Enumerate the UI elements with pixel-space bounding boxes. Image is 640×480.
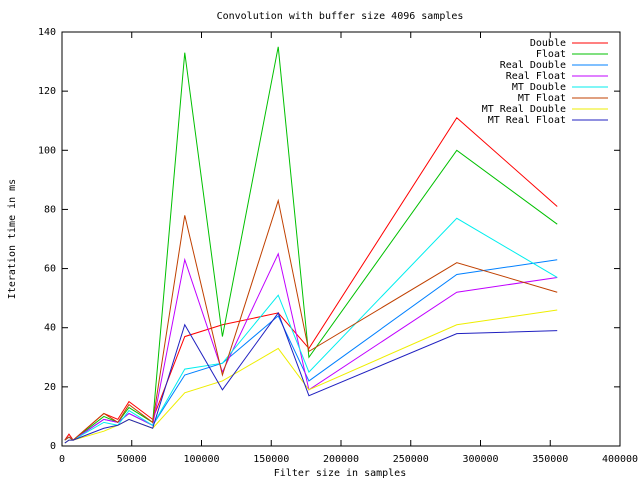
chart-title: Convolution with buffer size 4096 sample…	[217, 11, 464, 22]
y-tick-label: 120	[38, 86, 56, 97]
y-axis-label: Iteration time in ms	[7, 179, 18, 299]
x-tick-label: 50000	[117, 454, 147, 465]
series-line	[64, 217, 558, 441]
y-tick-label: 80	[44, 204, 56, 215]
x-tick-label: 250000	[393, 454, 429, 465]
x-tick-label: 300000	[462, 454, 498, 465]
y-tick-label: 60	[44, 264, 56, 275]
y-tick-label: 40	[44, 323, 56, 334]
x-tick-label: 150000	[253, 454, 289, 465]
legend-label: MT Real Double	[482, 104, 566, 115]
legend-label: Real Double	[500, 60, 566, 71]
legend-label: Double	[530, 38, 566, 49]
x-tick-label: 200000	[323, 454, 359, 465]
y-tick-label: 140	[38, 27, 56, 38]
series-line	[64, 311, 558, 444]
x-tick-label: 0	[59, 454, 65, 465]
x-tick-label: 350000	[532, 454, 568, 465]
x-tick-label: 400000	[602, 454, 638, 465]
legend-label: MT Float	[518, 93, 566, 104]
x-axis-label: Filter size in samples	[274, 468, 406, 479]
legend-label: MT Double	[512, 82, 566, 93]
y-tick-label: 100	[38, 145, 56, 156]
legend-label: MT Real Float	[488, 115, 566, 126]
legend-label: Real Float	[506, 71, 566, 82]
series-line	[64, 116, 558, 441]
legend-label: Float	[536, 49, 566, 60]
x-tick-label: 100000	[183, 454, 219, 465]
series-line	[64, 198, 558, 441]
y-tick-label: 20	[44, 382, 56, 393]
y-tick-label: 0	[50, 441, 56, 452]
